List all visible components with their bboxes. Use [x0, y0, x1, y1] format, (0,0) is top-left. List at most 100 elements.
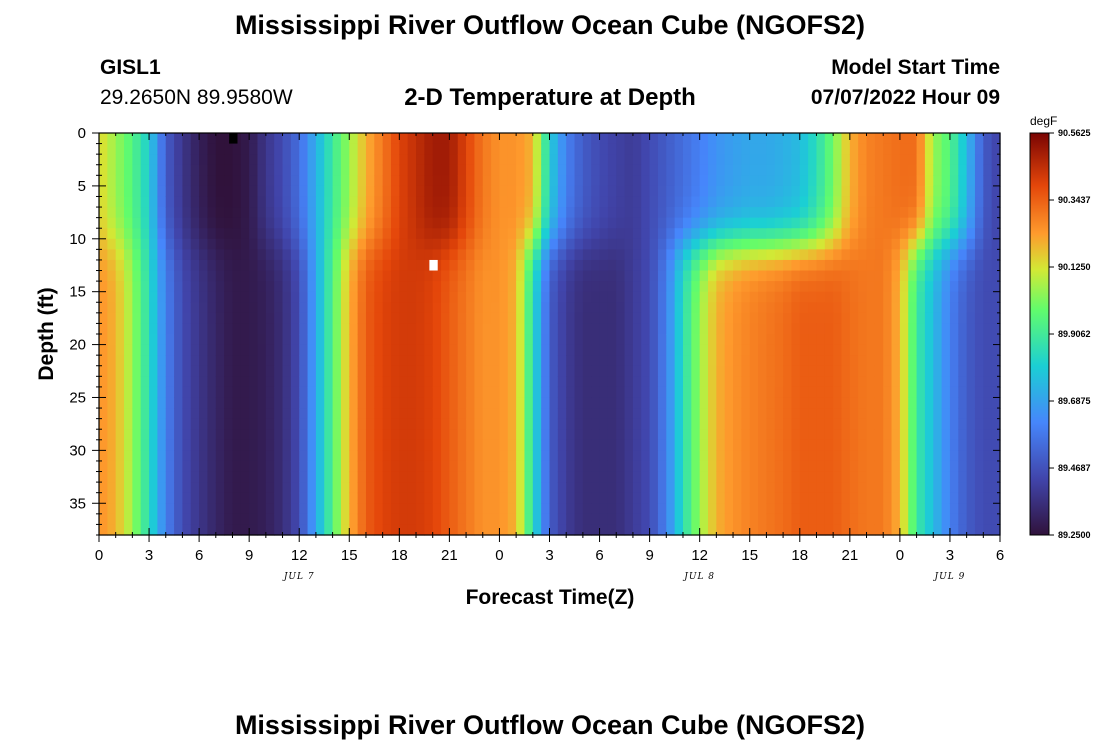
heatmap-cell: [657, 408, 667, 420]
heatmap-cell: [607, 302, 617, 314]
heatmap-cell: [808, 249, 818, 261]
heatmap-cell: [549, 460, 559, 473]
heatmap-cell: [624, 175, 634, 187]
heatmap-cell: [532, 291, 542, 303]
heatmap-cell: [591, 355, 601, 367]
heatmap-cell: [774, 460, 784, 473]
heatmap-cell: [808, 376, 818, 388]
heatmap-cell: [607, 492, 617, 504]
heatmap-cell: [340, 334, 350, 346]
heatmap-cell: [874, 418, 884, 430]
heatmap-cell: [708, 302, 717, 314]
heatmap-cell: [899, 281, 909, 293]
heatmap-cell: [215, 513, 225, 526]
heatmap-cell: [874, 482, 884, 494]
heatmap-cell: [174, 334, 184, 346]
heatmap-cell: [808, 439, 818, 451]
heatmap-cell: [499, 344, 509, 356]
heatmap-cell: [107, 376, 117, 388]
heatmap-cell: [190, 238, 200, 250]
heatmap-cell: [190, 492, 200, 504]
heatmap-cell: [115, 503, 125, 515]
heatmap-cell: [524, 344, 534, 356]
heatmap-cell: [499, 482, 509, 494]
heatmap-cell: [566, 397, 576, 409]
heatmap-cell: [841, 175, 851, 187]
heatmap-cell: [607, 376, 617, 388]
heatmap-cell: [265, 185, 275, 198]
heatmap-cell: [365, 291, 375, 303]
heatmap-cell: [924, 302, 934, 314]
heatmap-cell: [416, 270, 425, 282]
heatmap-cell: [424, 418, 434, 430]
heatmap-cell: [357, 207, 367, 219]
heatmap-cell: [99, 164, 108, 176]
heatmap-cell: [340, 270, 350, 282]
heatmap-cell: [390, 196, 400, 208]
heatmap-cell: [482, 376, 492, 388]
heatmap-cell: [290, 460, 300, 473]
heatmap-cell: [716, 408, 726, 420]
heatmap-cell: [274, 418, 284, 430]
heatmap-cell: [866, 143, 876, 155]
heatmap-cell: [457, 312, 467, 325]
heatmap-cell: [833, 259, 843, 272]
heatmap-cell: [115, 524, 125, 536]
heatmap-cell: [641, 281, 651, 293]
heatmap-cell: [649, 524, 659, 536]
heatmap-cell: [174, 323, 184, 335]
heatmap-cell: [207, 217, 217, 229]
heatmap-cell: [616, 386, 626, 399]
heatmap-cell: [315, 471, 325, 483]
colorbar-tick-label: 90.5625: [1058, 128, 1091, 138]
heatmap-cell: [474, 418, 484, 430]
heatmap-cell: [874, 471, 884, 483]
heatmap-cell: [282, 143, 292, 155]
heatmap-cell: [574, 270, 584, 282]
heatmap-cell: [315, 365, 325, 377]
heatmap-cell: [174, 164, 184, 176]
heatmap-cell: [816, 503, 826, 515]
heatmap-cell: [140, 164, 150, 176]
heatmap-cell: [966, 450, 976, 462]
heatmap-cell: [899, 302, 909, 314]
heatmap-cell: [883, 482, 893, 494]
heatmap-cell: [833, 249, 843, 261]
heatmap-cell: [766, 249, 776, 261]
heatmap-cell: [299, 492, 309, 504]
heatmap-cell: [432, 524, 442, 536]
heatmap-cell: [566, 482, 576, 494]
heatmap-cell: [657, 217, 667, 229]
heatmap-cell: [374, 418, 384, 430]
heatmap-cell: [624, 492, 634, 504]
heatmap-cell: [574, 418, 584, 430]
heatmap-cell: [474, 376, 484, 388]
heatmap-cell: [424, 460, 434, 473]
heatmap-cell: [724, 524, 734, 536]
heatmap-cell: [299, 270, 309, 282]
heatmap-cell: [958, 259, 968, 272]
heatmap-cell: [290, 355, 300, 367]
heatmap-cell: [991, 482, 1001, 494]
heatmap-cell: [557, 524, 567, 536]
heatmap-cell: [157, 397, 167, 409]
heatmap-cell: [749, 503, 759, 515]
heatmap-cell: [641, 175, 651, 187]
heatmap-cell: [232, 249, 242, 261]
heatmap-cell: [541, 164, 551, 176]
heatmap-cell: [340, 503, 350, 515]
heatmap-cell: [632, 133, 642, 145]
heatmap-cell: [274, 238, 284, 250]
heatmap-cell: [432, 185, 442, 198]
heatmap-cell: [107, 185, 117, 198]
heatmap-cell: [165, 196, 175, 208]
heatmap-cell: [516, 418, 526, 430]
heatmap-cell: [349, 175, 359, 187]
heatmap-cell: [841, 207, 851, 219]
heatmap-cell: [290, 291, 300, 303]
heatmap-cell: [349, 207, 359, 219]
heatmap-cell: [265, 471, 275, 483]
heatmap-cell: [390, 397, 400, 409]
heatmap-cell: [691, 418, 701, 430]
heatmap-cell: [357, 418, 367, 430]
